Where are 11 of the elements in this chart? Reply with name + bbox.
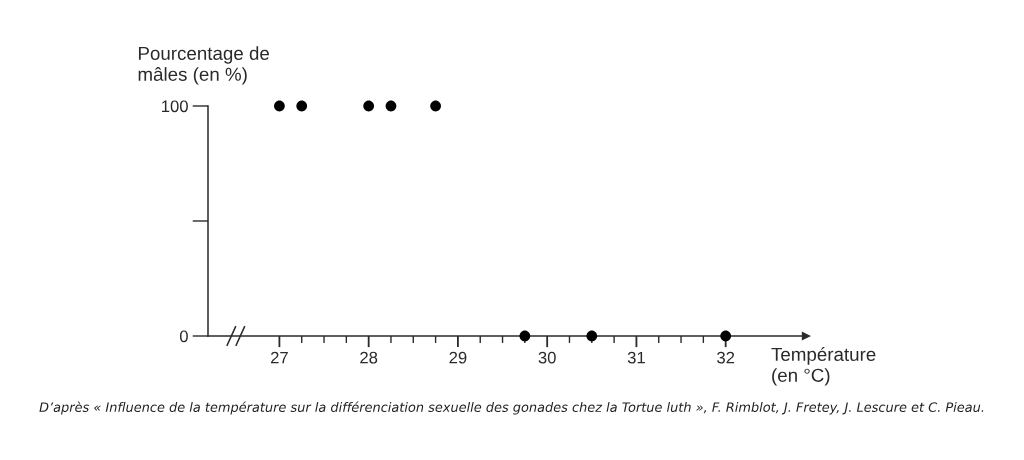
x-axis-title: Température (en °C) [771,347,876,386]
x-tick-label: 29 [449,351,467,364]
x-tick-label: 30 [538,351,556,364]
x-tick-label: 28 [360,351,378,364]
x-tick-label: 27 [270,351,288,364]
text: D’après « Influence de la température sur la différenciation sexuelle des gonades chez la Tortue luth », F. Rimblot, J. Fretey, J. Lescure et C. Pieau. [39,401,984,415]
y-axis-title: Pourcentage de mâles (en %) [138,46,269,85]
x-tick-label: 31 [627,351,645,364]
y-tick-label: 0 [179,330,188,343]
x-tick-label: 32 [717,351,735,364]
y-tick-label: 100 [162,100,188,113]
